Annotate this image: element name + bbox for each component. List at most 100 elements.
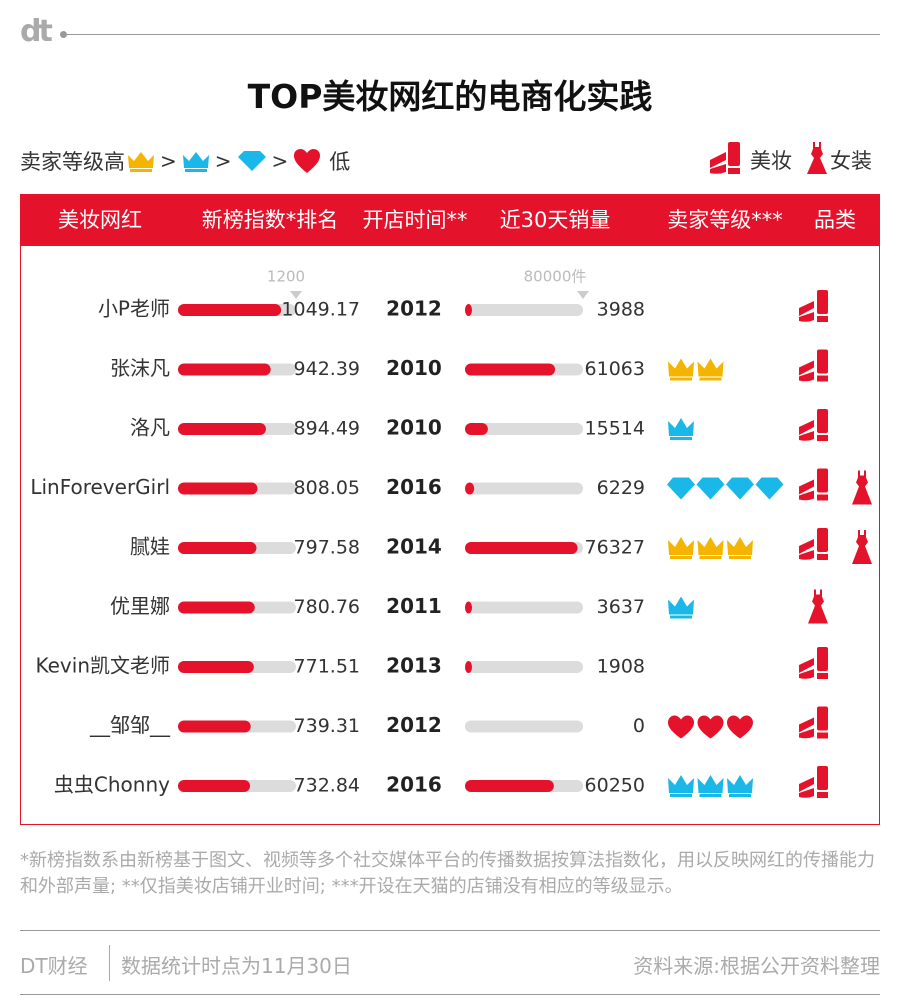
- sales-bar: [465, 661, 472, 673]
- diamond-icon: [237, 150, 267, 172]
- sales-bar: [465, 363, 556, 376]
- legend-high-label: 卖家等级高: [20, 150, 125, 174]
- top-rule-dot: [60, 31, 67, 38]
- sales-bar: [465, 542, 578, 554]
- sales-value: 76327: [585, 537, 645, 559]
- index-scale-marker: [290, 291, 302, 299]
- sales-bar: [465, 423, 488, 435]
- category-beauty-icon: [799, 647, 828, 679]
- open-year: 2016: [386, 773, 442, 797]
- index-bar: [178, 780, 251, 792]
- sales-value: 3988: [597, 299, 645, 321]
- index-value: 942.39: [294, 358, 360, 380]
- level-diamond-icon: [726, 477, 754, 500]
- blue-crown-icon: [182, 149, 210, 173]
- gold-crown-icon: [127, 149, 155, 173]
- footer-data-source: 资料来源:根据公开资料整理: [633, 954, 880, 978]
- header-index: 新榜指数*排名: [201, 208, 339, 232]
- footer-time-note: 数据统计时点为11月30日: [121, 954, 352, 978]
- row-name: 洛凡: [130, 416, 170, 440]
- index-bar: [178, 423, 266, 435]
- legend-gt-3: >: [271, 149, 289, 173]
- sales-bar-bg: [465, 304, 583, 316]
- level-heart-icon: [697, 715, 724, 739]
- sales-value: 3637: [597, 596, 645, 618]
- category-beauty-icon: [799, 409, 828, 441]
- index-bar: [178, 363, 271, 376]
- category-beauty-icon: [799, 349, 828, 382]
- legend-gt-2: >: [214, 149, 232, 173]
- index-bar: [178, 720, 251, 733]
- beauty-icon: [708, 140, 748, 181]
- category-women-icon: [852, 470, 872, 505]
- open-year: 2010: [386, 356, 442, 380]
- sales-scale-label: 80000件: [524, 268, 587, 286]
- level-diamond-icon: [667, 477, 695, 500]
- table-header: 美妆网红 新榜指数*排名 开店时间** 近30天销量 卖家等级*** 品类: [20, 194, 880, 246]
- index-value: 732.84: [294, 775, 360, 797]
- index-bar: [178, 601, 255, 614]
- sales-bar: [465, 304, 472, 316]
- index-scale-label: 1200: [267, 268, 305, 286]
- open-year: 2012: [386, 713, 442, 737]
- legend-low-label: 低: [329, 150, 351, 174]
- index-value: 780.76: [294, 596, 360, 618]
- open-year: 2016: [386, 475, 442, 499]
- dress-icon: [806, 140, 828, 181]
- header-name: 美妆网红: [58, 208, 142, 232]
- category-beauty-icon: [799, 766, 828, 798]
- category-beauty-icon: [799, 528, 828, 560]
- index-value: 797.58: [294, 537, 360, 559]
- footer-separator: [109, 945, 110, 981]
- row-name: Kevin凯文老师: [36, 654, 171, 678]
- index-value: 1049.17: [281, 299, 360, 321]
- sales-scale-marker: [577, 291, 589, 299]
- row-name: LinForeverGirl: [30, 475, 170, 499]
- index-bar: [178, 304, 282, 316]
- index-value: 894.49: [294, 418, 360, 440]
- index-bar: [178, 661, 254, 673]
- row-name: __邹邹__: [89, 713, 171, 737]
- header-category: 品类: [814, 208, 856, 232]
- sales-value: 15514: [585, 418, 645, 440]
- sales-bar-bg: [465, 720, 583, 733]
- level-blue-crown-icon: [668, 596, 694, 619]
- header-open-time: 开店时间**: [362, 208, 468, 232]
- heart-icon: [293, 148, 321, 174]
- row-name: 小P老师: [98, 297, 170, 321]
- category-beauty-icon: [799, 290, 828, 322]
- footer-rule-bottom: [20, 994, 880, 995]
- index-bar: [178, 542, 257, 554]
- sales-bar-bg: [465, 423, 583, 435]
- sales-bar-bg: [465, 482, 583, 495]
- category-legend: 美妆 女装: [708, 140, 872, 181]
- level-gold-crown-icon: [697, 537, 724, 559]
- sales-bar-bg: [465, 661, 583, 673]
- footer-rule-top: [20, 930, 880, 931]
- category-beauty-icon: [799, 706, 828, 739]
- level-blue-crown-icon: [727, 775, 753, 797]
- sales-bar-bg: [465, 601, 583, 614]
- sales-bar: [465, 482, 475, 495]
- open-year: 2013: [386, 654, 442, 678]
- level-gold-crown-icon: [668, 537, 694, 559]
- row-name: 优里娜: [110, 594, 170, 618]
- row-name: 张沫凡: [110, 356, 170, 380]
- header-seller-level: 卖家等级***: [667, 208, 783, 232]
- open-year: 2012: [386, 297, 442, 321]
- open-year: 2010: [386, 416, 442, 440]
- index-value: 771.51: [294, 656, 360, 678]
- legend-women-label: 女装: [830, 149, 872, 173]
- level-diamond-icon: [696, 477, 725, 500]
- sales-value: 61063: [585, 358, 645, 380]
- category-beauty-icon: [799, 468, 828, 501]
- category-women-icon: [852, 530, 872, 564]
- open-year: 2014: [386, 535, 442, 559]
- index-value: 808.05: [294, 477, 360, 499]
- level-heart-icon: [668, 715, 694, 739]
- sales-value: 6229: [597, 477, 645, 499]
- sales-bar: [465, 601, 472, 614]
- chart-title: TOP美妆网红的电商化实践: [247, 77, 653, 116]
- table-panel: [20, 246, 880, 825]
